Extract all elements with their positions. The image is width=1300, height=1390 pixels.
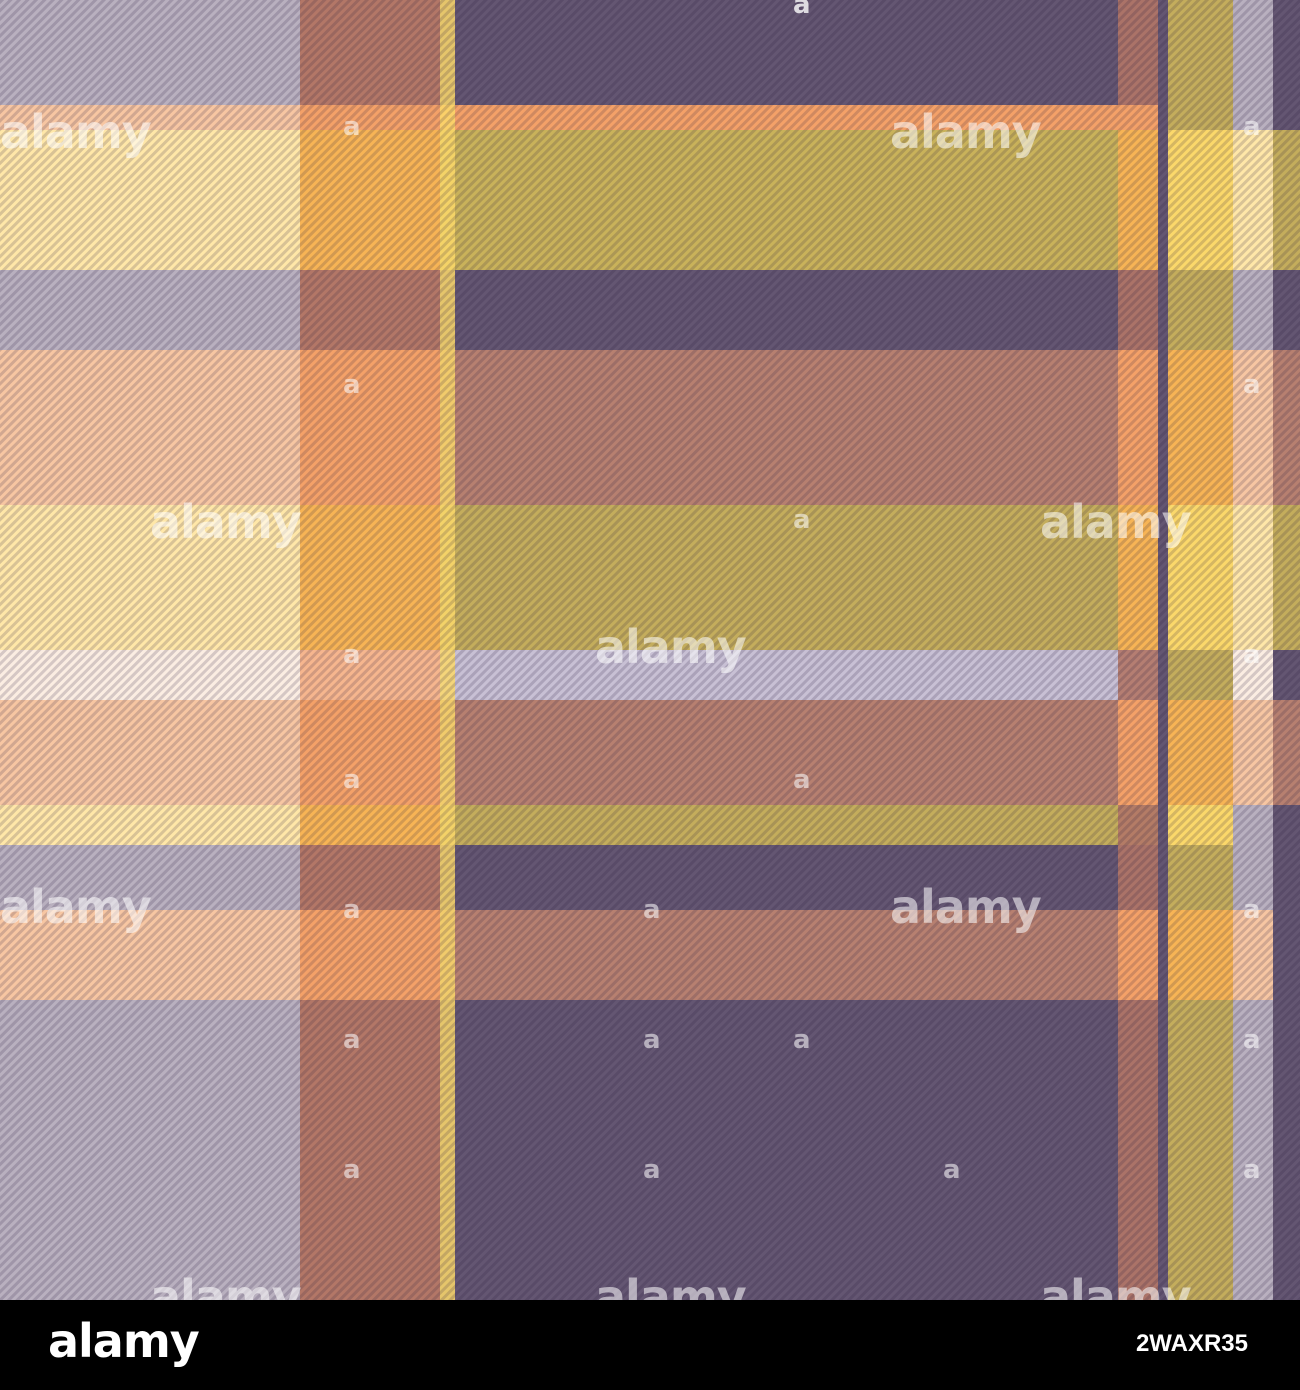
alamy-logo: alamy	[48, 1314, 200, 1368]
image-code: 2WAXR35	[1135, 1330, 1248, 1357]
plaid-pattern: alamy alamy alamy alamy alamy alamy alamy alamy…	[0, 0, 1300, 1300]
plaid-svg	[0, 0, 1300, 1300]
twill-texture	[0, 0, 1300, 1300]
footer-bar: alamy 2WAXR35	[0, 1300, 1300, 1390]
